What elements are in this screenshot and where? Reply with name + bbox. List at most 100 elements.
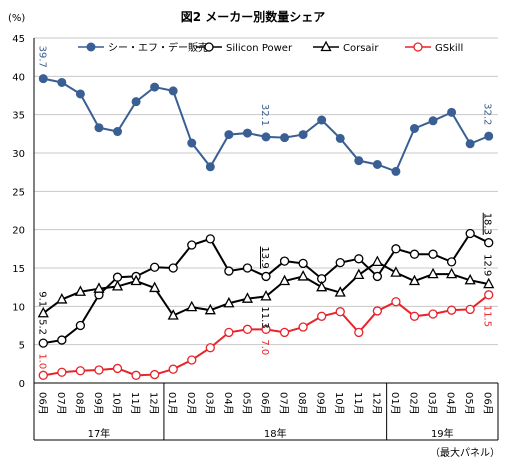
y-tick-label: 40: [12, 72, 25, 83]
data-point: [260, 289, 272, 301]
data-point: [354, 156, 364, 166]
y-tick-labels: 0 5 10 15 20 25 30 35 40 45: [12, 34, 25, 390]
data-point: [224, 130, 234, 140]
data-point: [38, 338, 48, 348]
data-point: [168, 86, 178, 96]
series-1: [38, 228, 494, 348]
data-point: [224, 266, 234, 276]
chart-note: （最大パネル）: [430, 446, 500, 459]
data-point: [446, 257, 457, 267]
data-point: [409, 249, 420, 259]
x-tick-label: 12月: [148, 392, 160, 415]
legend-label: GSkill: [435, 43, 463, 54]
data-point: [446, 267, 458, 279]
data-point: [204, 303, 216, 315]
data-point: [465, 139, 475, 149]
data-point: [484, 290, 494, 300]
x-tick-label: 07月: [55, 392, 67, 415]
data-point: [75, 366, 86, 376]
data-point: [298, 258, 308, 269]
data-point: [57, 77, 67, 87]
data-point: [446, 305, 457, 315]
y-tick-label: 0: [19, 379, 25, 390]
x-tick-label: 07月: [278, 392, 290, 415]
data-point: [131, 370, 141, 380]
x-tick-label: 05月: [463, 392, 475, 415]
legend-label: Corsair: [343, 43, 379, 54]
data-point: [131, 97, 141, 107]
data-point: [94, 365, 104, 375]
data-point: [112, 363, 123, 374]
data-point: [484, 238, 494, 248]
data-labels: 39.7 32.1 32.2 5.2 13.9 18.3 9.1 11.3 12.9 1.0 7.0…: [36, 46, 492, 370]
data-point: [111, 280, 124, 291]
data-label: 9.1: [36, 291, 47, 307]
data-point: [279, 327, 290, 338]
data-point: [205, 162, 215, 172]
data-point: [75, 89, 85, 99]
data-point: [279, 256, 290, 266]
y-tick-label: 35: [12, 111, 25, 122]
data-point: [372, 160, 382, 169]
data-point: [354, 327, 364, 338]
legend-marker: [320, 40, 332, 52]
year-label: 18年: [264, 427, 287, 440]
data-point: [278, 274, 291, 286]
data-label: 11.3: [259, 306, 270, 328]
year-label: 17年: [88, 427, 111, 440]
series-0: [38, 74, 494, 176]
data-point: [242, 263, 253, 273]
data-label: 11.5: [482, 305, 493, 327]
data-point: [447, 107, 457, 117]
legend: シー・エフ・デー販売 Silicon Power Corsair GSkill: [78, 40, 463, 54]
data-point: [298, 322, 308, 332]
data-label: 39.7: [36, 46, 47, 68]
data-point: [187, 355, 197, 365]
x-tick-label: 06月: [482, 392, 494, 415]
data-point: [390, 266, 402, 277]
x-tick-label: 09月: [315, 392, 327, 415]
data-label: 18.3: [482, 213, 493, 235]
x-tick-label: 09月: [92, 392, 104, 415]
x-tick-label: 11月: [129, 392, 141, 415]
data-point: [465, 228, 475, 239]
x-tick-label: 03月: [203, 392, 215, 415]
data-point: [149, 262, 160, 272]
legend-marker: [86, 42, 96, 52]
data-point: [354, 254, 364, 264]
data-point: [317, 311, 327, 321]
data-point: [409, 123, 419, 133]
y-tick-label: 30: [12, 149, 25, 160]
x-tick-label: 01月: [166, 392, 178, 415]
data-point: [428, 116, 438, 126]
data-point: [242, 128, 252, 138]
data-label: 12.9: [482, 254, 493, 276]
legend-item-0: シー・エフ・デー販売: [78, 41, 208, 54]
data-point: [56, 293, 68, 304]
data-point: [335, 257, 345, 268]
data-point: [223, 296, 235, 308]
data-point: [353, 268, 365, 280]
y-axis-unit-label: (%): [8, 13, 25, 24]
data-point: [483, 277, 495, 289]
data-point: [391, 166, 401, 176]
data-point: [187, 138, 197, 148]
data-point: [93, 282, 105, 293]
x-tick-label: 02月: [407, 392, 419, 415]
x-tick-label: 10月: [111, 392, 123, 415]
x-tick-label: 02月: [185, 392, 197, 415]
legend-label: Silicon Power: [226, 43, 293, 54]
x-tick-labels: 06月 07月 08月 09月 10月 11月 12月 01月 02月 03月 04月 05月 06月 0…: [36, 392, 493, 415]
data-point: [168, 364, 178, 374]
data-label: 5.2: [36, 319, 47, 335]
data-point: [74, 285, 86, 296]
data-point: [224, 327, 234, 338]
data-point: [38, 370, 48, 380]
data-point: [334, 286, 346, 297]
data-point: [280, 133, 290, 143]
data-point: [428, 309, 438, 319]
y-tick-label: 45: [12, 34, 25, 45]
data-point: [298, 130, 308, 140]
legend-marker: [413, 42, 423, 52]
